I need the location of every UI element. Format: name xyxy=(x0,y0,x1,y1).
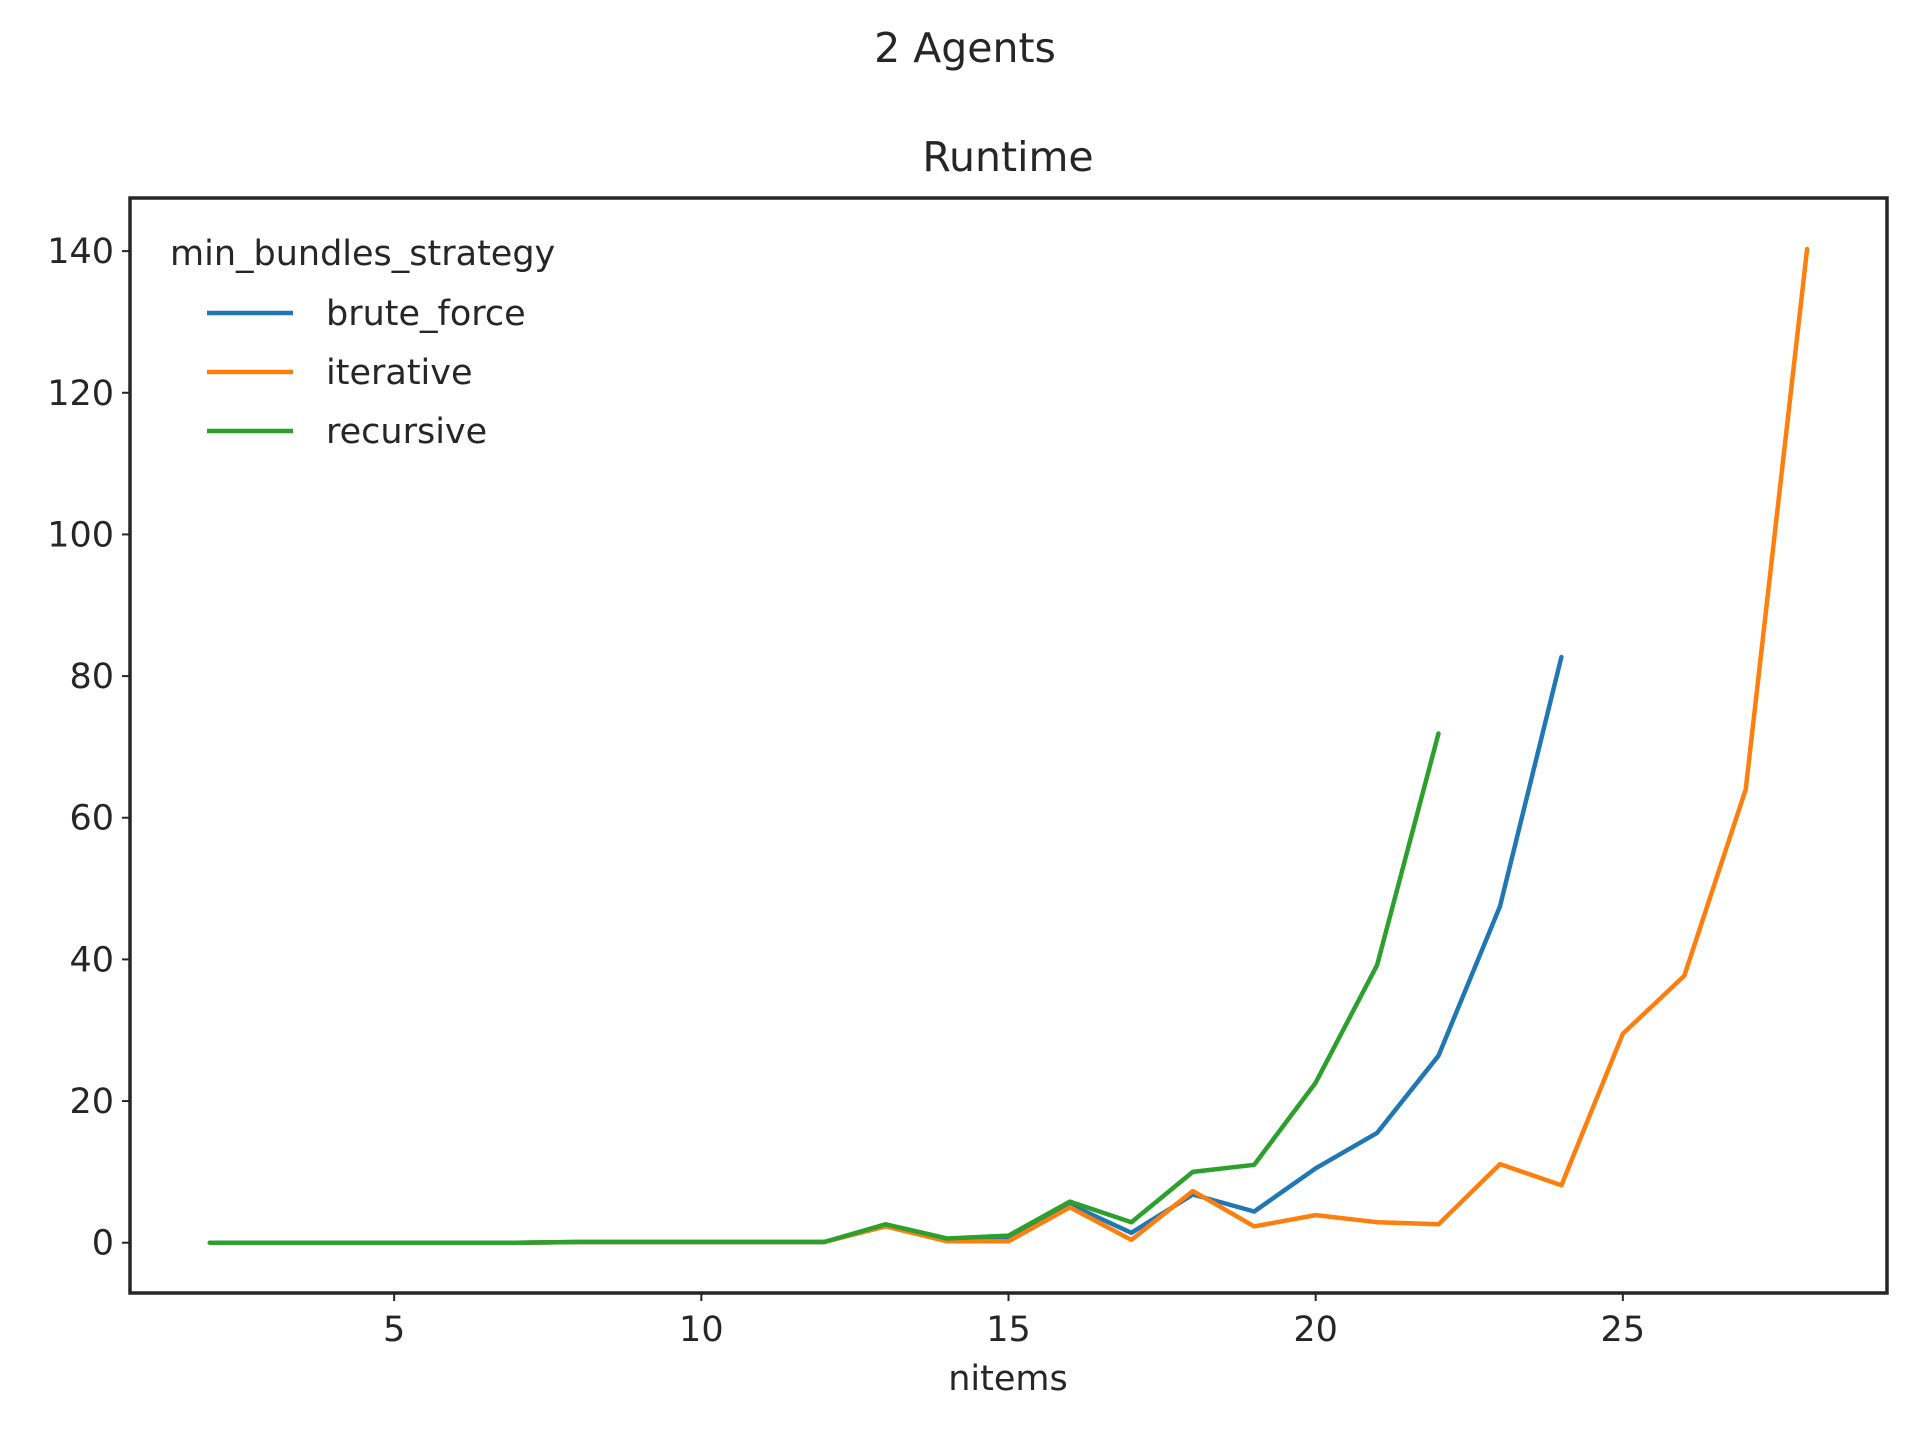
plot-area: 5 10 15 20 25 0 20 40 60 80 100 120 140 xyxy=(47,196,1889,1350)
legend-title: min_bundles_strategy xyxy=(170,234,555,274)
y-tick-label: 100 xyxy=(47,515,114,555)
legend-label-iterative: iterative xyxy=(326,353,473,393)
series-line-recursive xyxy=(207,731,1441,1245)
plot-frame xyxy=(128,196,1889,1295)
y-tick-label: 20 xyxy=(69,1082,114,1122)
x-tick-label: 20 xyxy=(1293,1310,1338,1350)
y-tick-label: 40 xyxy=(69,940,114,980)
chart-title: Runtime xyxy=(922,133,1093,181)
legend: min_bundles_strategy brute_force iterativ… xyxy=(170,234,555,452)
legend-label-recursive: recursive xyxy=(326,412,487,452)
series-line-brute_force xyxy=(207,654,1564,1245)
series-line-iterative xyxy=(207,246,1810,1245)
y-tick-label: 0 xyxy=(92,1224,114,1264)
figure-suptitle: 2 Agents xyxy=(874,24,1056,72)
x-tick-label: 5 xyxy=(383,1310,405,1350)
x-axis-label: nitems xyxy=(948,1359,1068,1399)
y-tick-label: 120 xyxy=(47,374,114,414)
x-tick-label: 15 xyxy=(986,1310,1031,1350)
y-tick-label: 80 xyxy=(69,657,114,697)
y-tick-label: 60 xyxy=(69,799,114,839)
legend-label-brute_force: brute_force xyxy=(326,294,526,334)
x-tick-label: 25 xyxy=(1601,1310,1646,1350)
x-tick-label: 10 xyxy=(679,1310,724,1350)
y-tick-label: 140 xyxy=(47,232,114,272)
